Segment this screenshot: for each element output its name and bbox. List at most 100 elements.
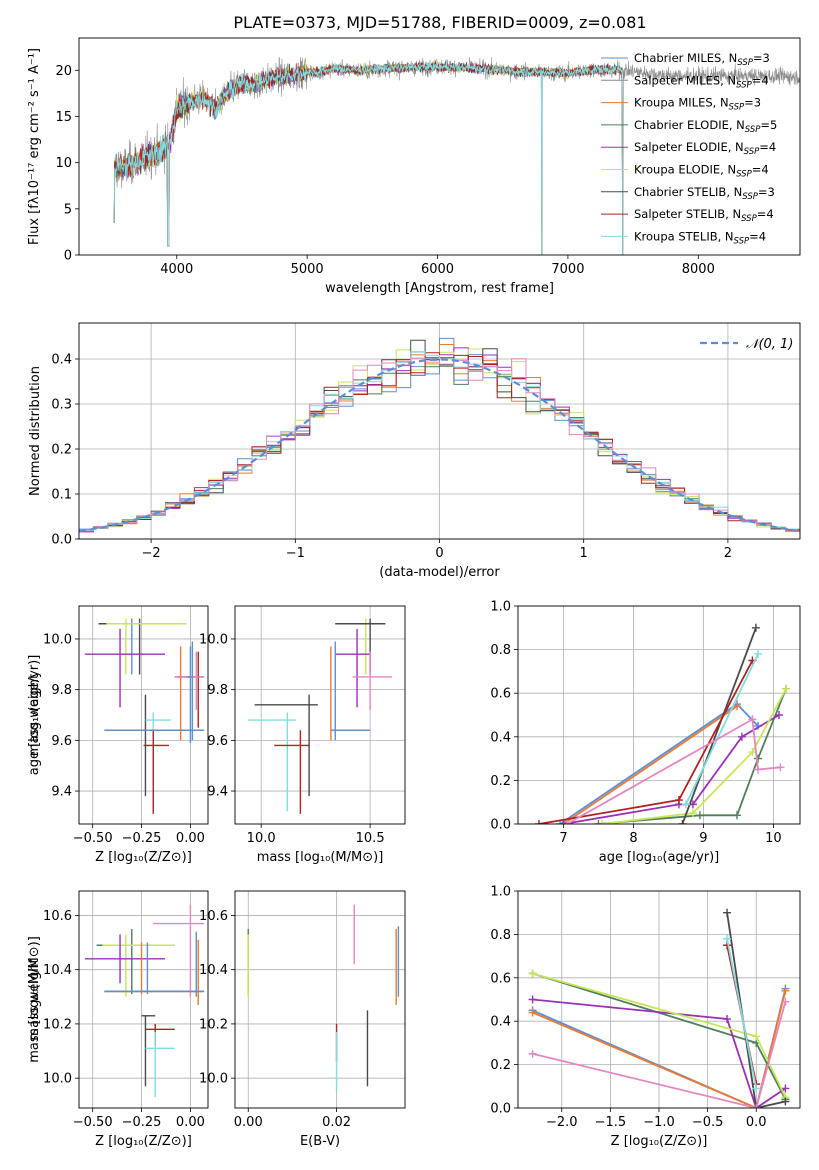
y-tick-label: 0.3 bbox=[51, 398, 72, 413]
y-axis-label: age [log₁₀(age/yr)] bbox=[27, 655, 42, 776]
spectrum-line-5 bbox=[113, 59, 623, 255]
y-tick-label: 9.6 bbox=[207, 734, 228, 749]
x-tick-label: 10.0 bbox=[247, 831, 276, 846]
weight-marker bbox=[782, 684, 791, 693]
weight-marker bbox=[562, 820, 571, 824]
weight-line-4 bbox=[601, 688, 787, 824]
weight-line-6 bbox=[538, 660, 754, 824]
weight-marker bbox=[737, 732, 746, 741]
y-tick-label: 0.4 bbox=[490, 730, 511, 745]
weight-line-1 bbox=[562, 705, 738, 824]
x-tick-label: 0.00 bbox=[234, 1115, 263, 1130]
x-axis-label: (data-model)/error bbox=[379, 565, 500, 580]
plot-area bbox=[534, 623, 791, 824]
x-tick-label: 9 bbox=[699, 831, 707, 846]
x-tick-label: −0.5 bbox=[692, 1115, 724, 1130]
x-tick-label: −1 bbox=[286, 546, 305, 561]
y-tick-label: 10.2 bbox=[199, 1017, 228, 1032]
weight-marker bbox=[528, 1008, 537, 1017]
panel-age-vs-mass: 10.0 10.5 9.4 9.6 9.8 10.0 mass [log₁₀(M/M⊙)] bbox=[199, 605, 406, 865]
weight-marker bbox=[752, 1032, 761, 1041]
weight-marker bbox=[528, 995, 537, 1004]
y-tick-label: 10.0 bbox=[43, 632, 72, 647]
panel-massweight-vs-Z: −2.0 −1.5 −1.0 −0.5 0.0 0.0 0.2 0.4 0.6 0.8 1.0 Z [… bbox=[27, 885, 801, 1149]
y-tick-label: 0.0 bbox=[490, 1102, 511, 1117]
panel-massweight-vs-age: 7 8 9 10 0.0 0.2 0.4 0.6 0.8 1.0 age [log₁₀(age/yr… bbox=[27, 600, 801, 865]
legend-entry: Chabrier STELIB, NSSP=3 bbox=[634, 185, 775, 202]
x-tick-label: −1.5 bbox=[595, 1115, 627, 1130]
x-tick-label: 10 bbox=[765, 831, 782, 846]
panel-age-vs-Z: −0.50 −0.25 0.00 9.4 9.6 9.8 10.0 Z [log₁₀(Z/Z⊙… bbox=[27, 605, 209, 865]
x-tick-label: 8000 bbox=[682, 262, 715, 277]
y-axis-label: mass weight bbox=[27, 958, 42, 1040]
weight-marker bbox=[754, 754, 763, 763]
y-tick-label: 0.6 bbox=[490, 971, 511, 986]
x-axis-label: E(B-V) bbox=[300, 1134, 340, 1149]
x-tick-label: 7 bbox=[559, 831, 567, 846]
spectrum-line-3 bbox=[113, 62, 623, 247]
weight-line-8 bbox=[566, 717, 781, 824]
weight-marker bbox=[751, 623, 760, 632]
weight-marker bbox=[723, 934, 732, 943]
weight-line-3 bbox=[532, 998, 786, 1108]
y-tick-label: 0.8 bbox=[490, 643, 511, 658]
x-axis-label: Z [log₁₀(Z/Z⊙)] bbox=[95, 850, 192, 865]
weight-marker bbox=[754, 649, 763, 658]
weight-marker bbox=[555, 820, 564, 824]
y-tick-label: 10.4 bbox=[199, 963, 228, 978]
axes-frame bbox=[78, 322, 801, 540]
legend-entry: Chabrier MILES, NSSP=3 bbox=[634, 51, 770, 68]
y-tick-label: 9.8 bbox=[51, 683, 72, 698]
spectrum-line-4 bbox=[113, 60, 623, 255]
weight-marker bbox=[528, 969, 537, 978]
weight-marker bbox=[748, 748, 757, 757]
weight-marker bbox=[781, 1097, 790, 1106]
axes-frame bbox=[517, 605, 801, 825]
spectrum-line-7 bbox=[113, 61, 623, 255]
y-tick-label: 10.0 bbox=[199, 1072, 228, 1087]
axes-frame bbox=[517, 890, 801, 1109]
weight-marker bbox=[776, 763, 785, 772]
y-tick-label: 10.0 bbox=[199, 632, 228, 647]
y-tick-label: 0.0 bbox=[51, 533, 72, 548]
legend-entry: Salpeter MILES, NSSP=4 bbox=[634, 73, 769, 90]
weight-marker bbox=[678, 820, 687, 824]
x-tick-label: 8 bbox=[629, 831, 637, 846]
y-tick-label: 10.4 bbox=[43, 963, 72, 978]
legend-entry: Kroupa STELIB, NSSP=4 bbox=[634, 229, 766, 246]
y-axis-label: Flux [fλ10⁻¹⁷ erg cm⁻² s⁻¹ A⁻¹] bbox=[27, 48, 42, 245]
panel-residuals: −2 −1 0 1 2 0.0 0.1 0.2 0.3 0.4 (data-model)/error… bbox=[28, 322, 801, 580]
y-tick-label: 10.6 bbox=[199, 909, 228, 924]
plot-area bbox=[248, 618, 392, 814]
x-tick-label: 1 bbox=[580, 546, 588, 561]
weight-marker bbox=[534, 820, 543, 824]
y-tick-label: 10.6 bbox=[43, 909, 72, 924]
x-tick-label: 0.00 bbox=[176, 1115, 205, 1130]
y-tick-label: 0.0 bbox=[490, 818, 511, 833]
axes-frame bbox=[234, 890, 406, 1109]
plot-area bbox=[528, 908, 790, 1108]
weight-marker bbox=[695, 811, 704, 820]
axes-frame bbox=[234, 605, 406, 825]
weight-line-8 bbox=[532, 1001, 787, 1108]
weight-marker bbox=[781, 986, 790, 995]
y-tick-label: 1.0 bbox=[490, 600, 511, 615]
x-tick-label: −2 bbox=[142, 546, 161, 561]
weight-marker bbox=[688, 809, 697, 818]
x-axis-label: Z [log₁₀(Z/Z⊙)] bbox=[611, 1134, 708, 1149]
y-tick-label: 9.6 bbox=[51, 734, 72, 749]
plot-area bbox=[247, 904, 400, 1092]
panel-spectrum: 4000 5000 6000 7000 8000 0 5 10 15 20 wavelength [… bbox=[27, 37, 801, 296]
spectrum-line-0 bbox=[113, 60, 623, 255]
y-tick-label: 10.0 bbox=[43, 1072, 72, 1087]
x-axis-label: age [log₁₀(age/yr)] bbox=[599, 850, 720, 865]
legend-entry: Salpeter STELIB, NSSP=4 bbox=[634, 207, 774, 224]
x-tick-label: 10.5 bbox=[356, 831, 385, 846]
weight-marker bbox=[674, 796, 683, 805]
weight-line-7 bbox=[726, 938, 758, 1089]
normal-curve bbox=[79, 358, 798, 533]
y-tick-label: 10 bbox=[55, 156, 72, 171]
y-tick-label: 1.0 bbox=[490, 885, 511, 900]
weight-line-1 bbox=[532, 990, 787, 1108]
y-axis-label: mass [log₁₀(M/M⊙)] bbox=[27, 936, 42, 1063]
